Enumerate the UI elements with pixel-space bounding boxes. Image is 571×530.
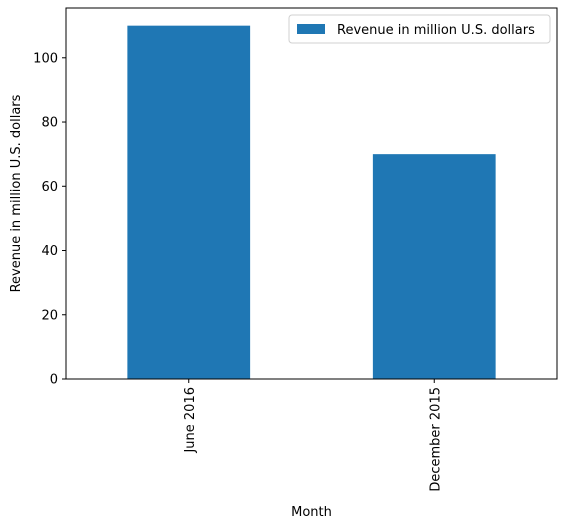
x-axis-ticks: June 2016 December 2015 [183, 379, 443, 492]
y-axis-ticks: 0 20 40 60 80 100 [33, 51, 66, 388]
y-tick-label: 80 [41, 116, 58, 131]
y-tick-label: 20 [41, 308, 58, 323]
bars-group [127, 25, 496, 380]
y-axis-label: Revenue in million U.S. dollars [9, 94, 24, 292]
y-tick-label: 40 [41, 244, 58, 259]
y-tick-label: 60 [41, 180, 58, 195]
x-tick-label: December 2015 [428, 387, 443, 492]
y-tick-label: 0 [50, 373, 58, 388]
legend-label: Revenue in million U.S. dollars [337, 23, 535, 38]
plot-area: 0 20 40 60 80 100 June 2016 December 2015 [33, 7, 558, 492]
bar-december-2015 [372, 154, 496, 379]
legend: Revenue in million U.S. dollars [288, 14, 551, 44]
y-tick-label: 100 [33, 51, 58, 66]
x-tick-label: June 2016 [183, 387, 198, 454]
x-axis-label: Month [291, 505, 332, 520]
plot-frame [65, 7, 558, 380]
legend-swatch [297, 24, 325, 34]
legend-box [288, 14, 551, 44]
bar-june-2016 [127, 25, 251, 380]
